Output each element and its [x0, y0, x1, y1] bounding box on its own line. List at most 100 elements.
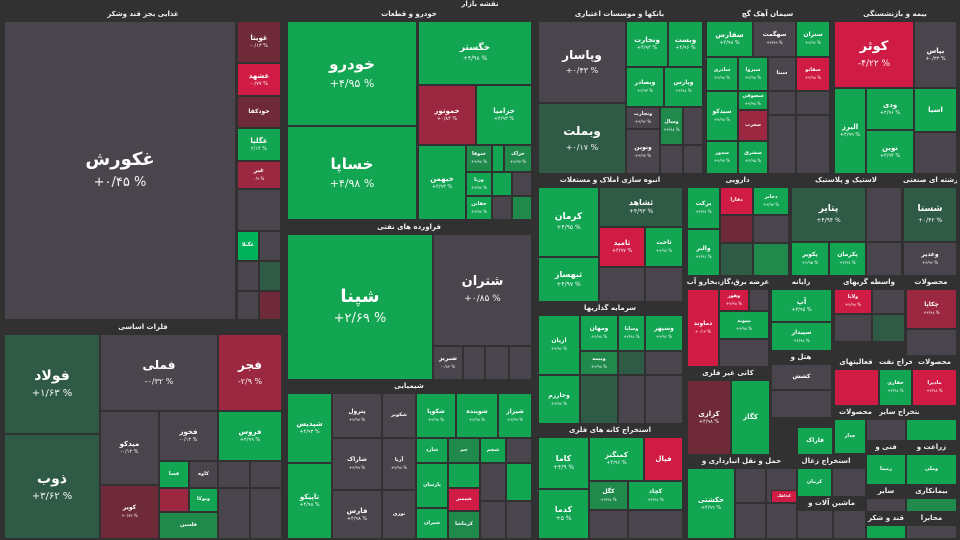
- stock-tile[interactable]: [720, 243, 753, 276]
- stock-tile[interactable]: مادیرا +۴/۹۸ %: [912, 369, 957, 406]
- stock-tile[interactable]: پکویر +۴/۹۵ %: [791, 242, 829, 276]
- stock-tile[interactable]: وسال +۴/۹۸ %: [660, 107, 683, 145]
- stock-tile[interactable]: سیزوا +۴/۹۸ %: [738, 57, 768, 91]
- stock-tile[interactable]: [628, 510, 683, 539]
- stock-tile[interactable]: [866, 419, 906, 441]
- stock-tile[interactable]: کرماشا: [448, 511, 480, 539]
- stock-tile[interactable]: غبر ۰/۹ %: [237, 161, 281, 189]
- stock-tile[interactable]: وهور +۴/۹۸ %: [719, 289, 749, 311]
- stock-tile[interactable]: بپاس +۰/۳۳ %: [914, 21, 957, 88]
- stock-tile[interactable]: سدور +۴/۹۷ %: [706, 141, 738, 174]
- stock-tile[interactable]: سنران +۴/۹۶ %: [796, 21, 830, 57]
- stock-tile[interactable]: شیران: [416, 508, 448, 539]
- stock-tile[interactable]: [250, 488, 282, 539]
- stock-tile[interactable]: البرز +۴/۹۹ %: [834, 88, 866, 174]
- stock-tile[interactable]: [512, 172, 532, 196]
- stock-tile[interactable]: خنوفا +۴/۹۸ %: [466, 145, 492, 172]
- stock-tile[interactable]: [509, 346, 532, 380]
- stock-tile[interactable]: شستا +۰/۴۲ %: [903, 187, 957, 242]
- stock-tile[interactable]: آریا +۴/۹۸ %: [382, 438, 416, 490]
- stock-tile[interactable]: حکشتی +۴/۹۹ %: [687, 468, 735, 539]
- stock-tile[interactable]: [906, 329, 957, 356]
- stock-tile[interactable]: [159, 488, 189, 512]
- stock-tile[interactable]: وبملت +۰/۱۷ %: [538, 103, 626, 174]
- stock-tile[interactable]: اریان +۴/۹۶ %: [538, 315, 580, 375]
- stock-tile[interactable]: وخارزم +۴/۹۸ %: [538, 375, 580, 424]
- stock-tile[interactable]: دماوند +۰/۱۳ %: [687, 289, 719, 367]
- stock-tile[interactable]: شیراز +۴/۹۹ %: [498, 393, 532, 438]
- stock-tile[interactable]: کاوه: [189, 461, 218, 488]
- stock-tile[interactable]: [599, 267, 645, 302]
- stock-tile[interactable]: سهگمت +۴/۹۹ %: [753, 21, 796, 57]
- stock-tile[interactable]: ثبهساز +۴/۹۷ %: [538, 257, 599, 302]
- stock-tile[interactable]: کاما +۴/۹ %: [538, 437, 589, 489]
- stock-tile[interactable]: سشرق +۴/۹۵ %: [738, 141, 768, 174]
- stock-tile[interactable]: کخاهک: [771, 490, 797, 503]
- stock-tile[interactable]: غگیلا: [237, 231, 259, 261]
- stock-tile[interactable]: جم: [448, 438, 480, 463]
- stock-tile[interactable]: سصوفی +۴/۹۸ %: [738, 91, 768, 110]
- stock-tile[interactable]: کرمان: [797, 468, 832, 497]
- stock-tile[interactable]: [866, 187, 902, 242]
- stock-tile[interactable]: سیدکو +۴/۹۸ %: [706, 91, 738, 141]
- stock-tile[interactable]: شپنا +۲/۶۹ %: [287, 234, 433, 380]
- stock-tile[interactable]: خزاک +۴/۹۷ %: [504, 145, 532, 172]
- stock-tile[interactable]: ونوین +۴/۹۷ %: [626, 129, 660, 174]
- stock-tile[interactable]: فپال: [644, 437, 683, 481]
- stock-tile[interactable]: چکاپا +۴/۹۸ %: [906, 289, 957, 329]
- stock-tile[interactable]: ثامید +۴/۹۷ %: [599, 227, 645, 267]
- stock-tile[interactable]: پکرمان +۴/۹۷ %: [829, 242, 866, 276]
- stock-tile[interactable]: ومهان +۴/۹۸ %: [580, 315, 618, 351]
- stock-tile[interactable]: [735, 468, 766, 503]
- stock-tile[interactable]: فلسین: [159, 512, 218, 539]
- stock-tile[interactable]: غشهد -۰/۷۷ %: [237, 63, 281, 96]
- stock-tile[interactable]: میدکو -۰/۱۳ %: [100, 411, 159, 485]
- stock-tile[interactable]: پتاير +۴/۹۴ %: [791, 187, 866, 242]
- stock-tile[interactable]: خودکفا: [237, 96, 281, 128]
- stock-tile[interactable]: سغرب: [738, 110, 768, 141]
- stock-tile[interactable]: [768, 115, 796, 174]
- stock-tile[interactable]: ولانا +۴/۹۸ %: [834, 289, 872, 314]
- stock-tile[interactable]: [492, 145, 504, 172]
- stock-tile[interactable]: [618, 375, 645, 424]
- stock-tile[interactable]: وسپهر +۴/۹۶ %: [645, 315, 683, 351]
- stock-tile[interactable]: وبیمه +۴/۹۸ %: [580, 351, 618, 375]
- stock-tile[interactable]: رمپنا: [866, 454, 906, 485]
- stock-tile[interactable]: نوین +۴/۹۴ %: [866, 130, 914, 174]
- stock-tile[interactable]: آپ +۳/۹۵ %: [771, 289, 832, 322]
- stock-tile[interactable]: شوینده +۴/۹۸ %: [456, 393, 498, 438]
- stock-tile[interactable]: غکورش +۰/۴۵ %: [4, 21, 236, 320]
- stock-tile[interactable]: [580, 375, 618, 424]
- stock-tile[interactable]: [832, 468, 866, 497]
- stock-tile[interactable]: شپدیس +۴/۹۳ %: [287, 393, 332, 463]
- stock-tile[interactable]: وبست +۴/۹۶ %: [668, 21, 703, 67]
- stock-tile[interactable]: [506, 501, 532, 539]
- stock-tile[interactable]: وغدیر +۴/۹۶ %: [903, 242, 957, 276]
- stock-tile[interactable]: [218, 488, 250, 539]
- stock-tile[interactable]: خفابن +۴/۹۸ %: [466, 196, 492, 220]
- stock-tile[interactable]: غگلپا ۲/۱۴ %: [237, 128, 281, 161]
- stock-tile[interactable]: [683, 145, 703, 174]
- stock-tile[interactable]: [259, 231, 281, 261]
- stock-tile[interactable]: وپارس +۴/۹۸ %: [664, 67, 703, 107]
- stock-tile[interactable]: [237, 261, 259, 291]
- stock-tile[interactable]: سیتا: [768, 57, 796, 91]
- stock-tile[interactable]: [906, 525, 957, 539]
- stock-tile[interactable]: [914, 132, 957, 174]
- stock-tile[interactable]: پارسان: [416, 463, 448, 508]
- stock-tile[interactable]: [218, 461, 250, 488]
- stock-tile[interactable]: [872, 314, 905, 342]
- stock-tile[interactable]: کرمان +۴/۹۵ %: [538, 187, 599, 257]
- stock-tile[interactable]: خزامیا +۴/۹۳ %: [476, 85, 532, 145]
- stock-tile[interactable]: فخوز -۰/۱۳ %: [159, 411, 218, 461]
- stock-tile[interactable]: [735, 503, 766, 539]
- stock-tile[interactable]: شجم: [480, 438, 506, 463]
- stock-tile[interactable]: [768, 91, 796, 115]
- stock-tile[interactable]: [512, 196, 532, 220]
- stock-tile[interactable]: کچاد +۴/۹۸ %: [628, 481, 683, 510]
- stock-tile[interactable]: بپیوند +۴/۹۸ %: [719, 311, 769, 339]
- stock-tile[interactable]: چدار: [834, 419, 866, 454]
- stock-tile[interactable]: فارس +۴/۹۸ %: [332, 490, 382, 539]
- stock-tile[interactable]: [463, 346, 485, 380]
- stock-tile[interactable]: [771, 390, 832, 418]
